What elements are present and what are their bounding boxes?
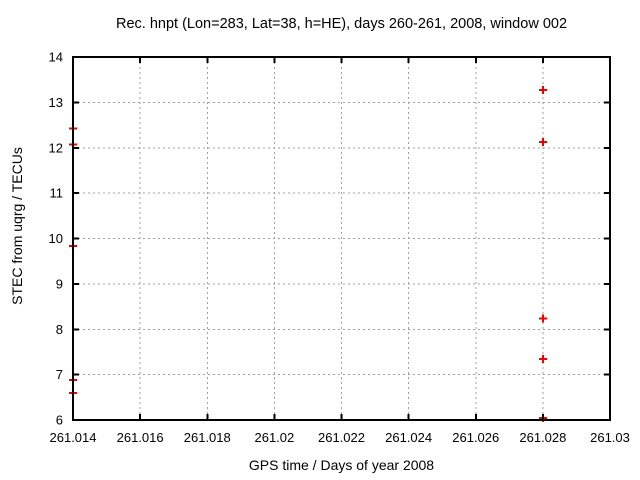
x-tick-label: 261.02 xyxy=(254,430,294,445)
chart-title: Rec. hnpt (Lon=283, Lat=38, h=HE), days … xyxy=(115,16,568,32)
x-axis-label: GPS time / Days of year 2008 xyxy=(248,457,435,473)
x-tick-label: 261.016 xyxy=(117,430,164,445)
x-tick-label: 261.026 xyxy=(452,430,499,445)
x-tick-label: 261.022 xyxy=(318,430,365,445)
x-tick-label: 261.014 xyxy=(50,430,97,445)
x-tick-label: 261.028 xyxy=(519,430,566,445)
x-tick-label: 261.024 xyxy=(385,430,432,445)
y-tick-label: 14 xyxy=(49,50,63,65)
x-tick-label: 261.018 xyxy=(184,430,231,445)
y-tick-label: 7 xyxy=(56,367,63,382)
y-tick-label: 9 xyxy=(56,276,63,291)
y-tick-label: 11 xyxy=(50,186,64,201)
y-tick-label: 13 xyxy=(49,95,63,110)
y-tick-label: 12 xyxy=(49,140,63,155)
y-tick-label: 6 xyxy=(56,413,63,428)
y-tick-label: 10 xyxy=(49,231,63,246)
x-tick-label: 261.03 xyxy=(590,430,630,445)
y-tick-label: 8 xyxy=(56,322,63,337)
